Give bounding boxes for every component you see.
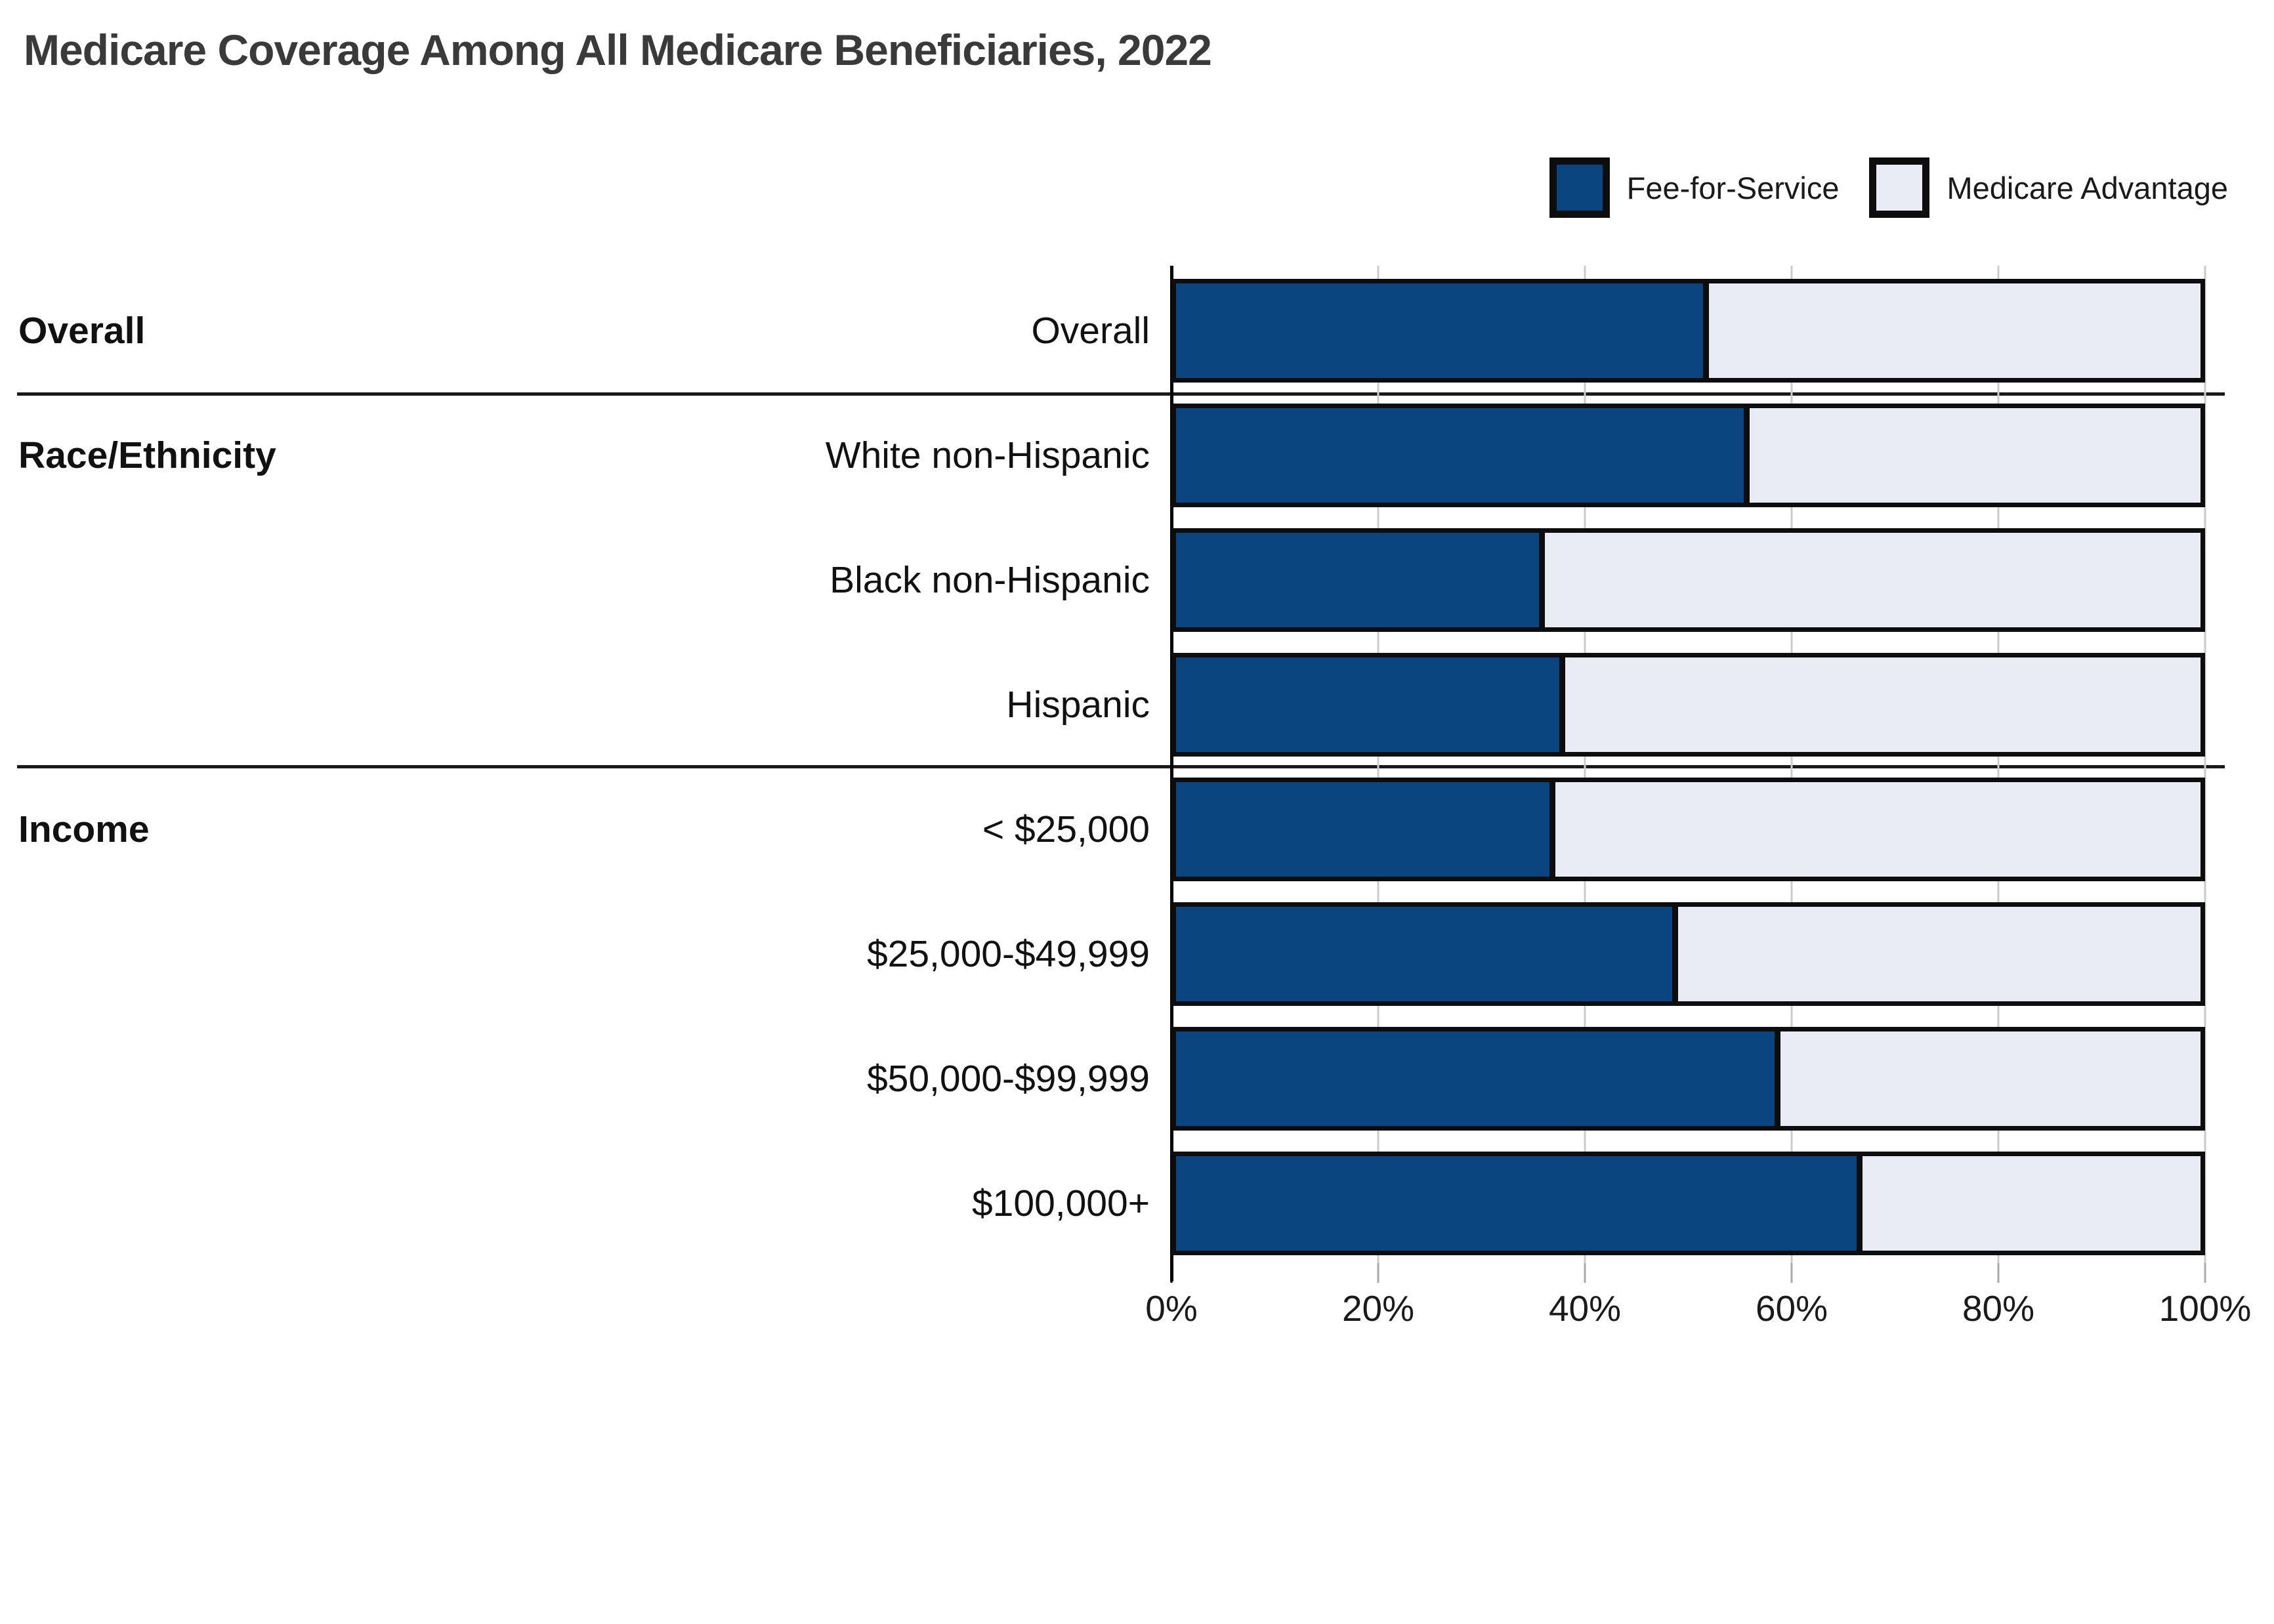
x-axis-label: 60% xyxy=(1755,1288,1828,1329)
axis-tick xyxy=(1170,1263,1173,1283)
x-axis-label: 20% xyxy=(1341,1288,1415,1329)
bar-segment-medicare-advantage xyxy=(1565,657,2200,752)
legend-label-ffs: Fee-for-Service xyxy=(1626,170,1840,205)
gridline xyxy=(2204,266,2206,1263)
group-label-overall: Overall xyxy=(18,310,146,352)
row-label: Overall xyxy=(1031,310,1150,352)
section-separator xyxy=(17,765,2225,768)
legend-item-fee-for-service: Fee-for-Service xyxy=(1549,157,1840,218)
bar-segment-medicare-advantage xyxy=(1708,283,2200,378)
axis-tick xyxy=(1377,1263,1379,1283)
x-axis-label: 80% xyxy=(1962,1288,2035,1329)
bar-segment-medicare-advantage xyxy=(1677,907,2200,1001)
bar-row xyxy=(1171,279,2205,383)
bar-row xyxy=(1171,1027,2205,1131)
section-separator xyxy=(17,392,2225,396)
bar-segment-fee-for-service xyxy=(1176,782,1555,877)
bar-row xyxy=(1171,404,2205,507)
axis-tick xyxy=(2204,1263,2206,1283)
plot-area xyxy=(1170,266,2206,1283)
bar-row xyxy=(1171,902,2205,1006)
x-axis-label: 40% xyxy=(1548,1288,1622,1329)
legend-swatch-ffs xyxy=(1549,157,1610,218)
bar-row xyxy=(1171,528,2205,632)
bar-segment-fee-for-service xyxy=(1176,1031,1780,1126)
bar-segment-medicare-advantage xyxy=(1544,533,2200,627)
gridline xyxy=(1790,266,1793,1263)
group-label-race-ethnicity: Race/Ethnicity xyxy=(18,434,276,476)
x-axis-label: 100% xyxy=(2158,1288,2252,1329)
bar-segment-medicare-advantage xyxy=(1555,782,2200,877)
bar-row xyxy=(1171,778,2205,881)
bar-segment-fee-for-service xyxy=(1176,408,1750,503)
legend-item-medicare-advantage: Medicare Advantage xyxy=(1869,157,2228,218)
bar-segment-fee-for-service xyxy=(1176,533,1545,627)
y-axis-line xyxy=(1170,266,1173,1281)
gridline xyxy=(1377,266,1379,1263)
row-label: White non-Hispanic xyxy=(825,434,1150,476)
bar-row xyxy=(1171,653,2205,757)
row-label: $100,000+ xyxy=(971,1182,1150,1224)
bar-segment-fee-for-service xyxy=(1176,907,1678,1001)
bar-segment-medicare-advantage xyxy=(1780,1031,2200,1126)
chart-title: Medicare Coverage Among All Medicare Ben… xyxy=(24,26,1212,74)
bar-segment-fee-for-service xyxy=(1176,657,1566,752)
bar-row xyxy=(1171,1152,2205,1255)
row-label: $25,000-$49,999 xyxy=(866,933,1150,975)
row-label: < $25,000 xyxy=(982,808,1150,850)
bar-segment-medicare-advantage xyxy=(1750,408,2200,503)
row-label: $50,000-$99,999 xyxy=(866,1058,1150,1100)
axis-tick xyxy=(1584,1263,1586,1283)
axis-tick xyxy=(1997,1263,2000,1283)
group-label-income: Income xyxy=(18,808,150,850)
bar-segment-medicare-advantage xyxy=(1862,1156,2200,1251)
gridline xyxy=(1997,266,2000,1263)
legend: Fee-for-Service Medicare Advantage xyxy=(1549,157,2228,218)
legend-swatch-ma xyxy=(1869,157,1930,218)
row-label: Black non-Hispanic xyxy=(830,559,1150,601)
gridline xyxy=(1584,266,1586,1263)
x-axis-label: 0% xyxy=(1145,1288,1198,1329)
row-label: Hispanic xyxy=(1006,684,1150,726)
legend-label-ma: Medicare Advantage xyxy=(1947,170,2228,205)
bar-segment-fee-for-service xyxy=(1176,1156,1863,1251)
axis-tick xyxy=(1790,1263,1793,1283)
bar-segment-fee-for-service xyxy=(1176,283,1709,378)
